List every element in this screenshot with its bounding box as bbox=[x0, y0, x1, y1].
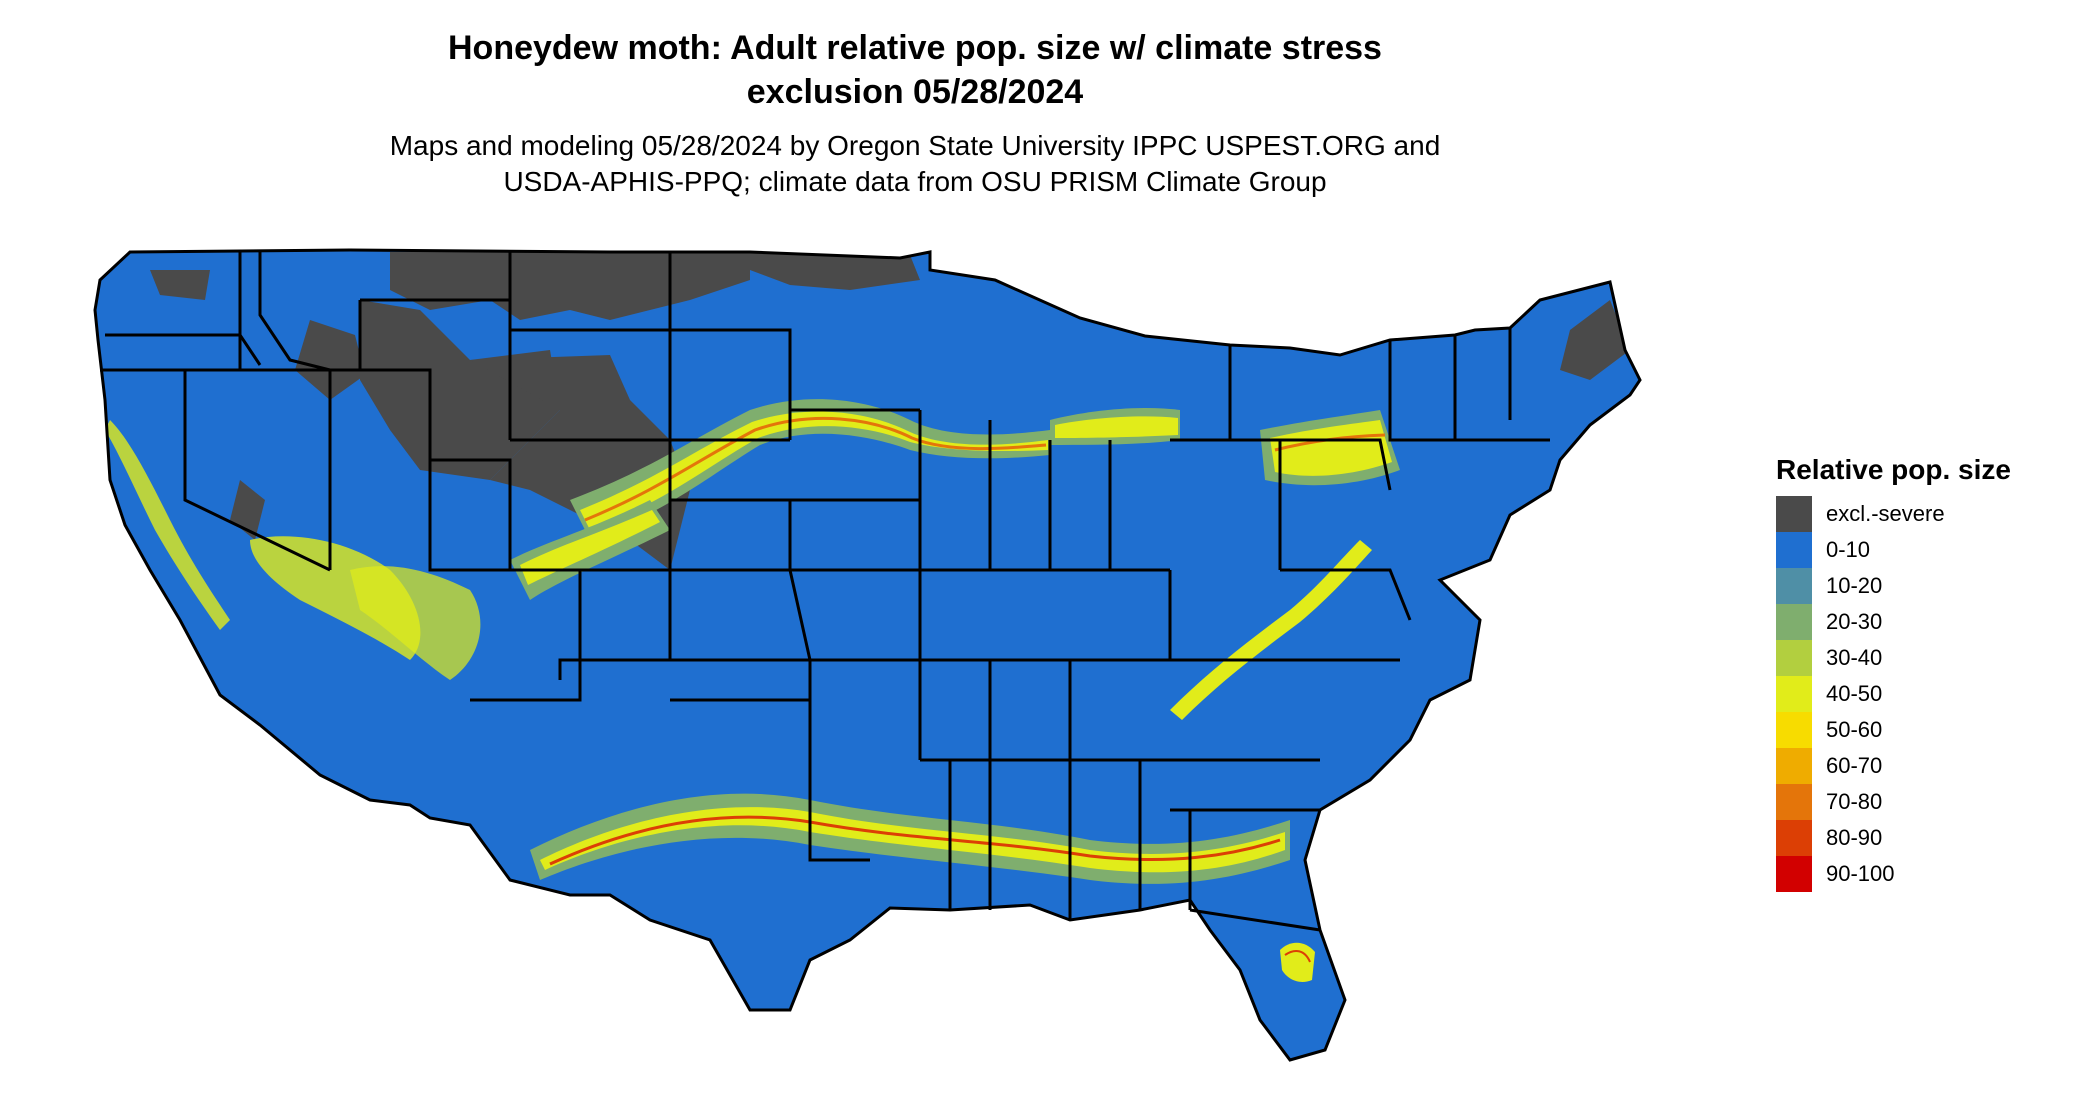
legend-label: 80-90 bbox=[1826, 825, 1883, 850]
legend-label: 60-70 bbox=[1826, 753, 1883, 778]
legend-item: 30-40 bbox=[1776, 640, 2076, 676]
legend-swatch bbox=[1776, 820, 1812, 856]
legend-swatch bbox=[1776, 784, 1812, 820]
legend-swatch bbox=[1776, 496, 1812, 532]
legend-swatch bbox=[1776, 712, 1812, 748]
legend-item: 90-100 bbox=[1776, 856, 2076, 892]
legend-swatch bbox=[1776, 748, 1812, 784]
legend-swatch bbox=[1776, 604, 1812, 640]
western-patches bbox=[105, 420, 1020, 975]
legend-label: excl.-severe bbox=[1826, 501, 1945, 526]
us-map-svg bbox=[93, 248, 1642, 1062]
appalachian-band bbox=[1170, 540, 1372, 720]
us-map bbox=[90, 240, 1750, 1120]
legend-label: 70-80 bbox=[1826, 789, 1883, 814]
legend-swatch bbox=[1776, 640, 1812, 676]
legend-item: 80-90 bbox=[1776, 820, 2076, 856]
plains-band bbox=[510, 500, 670, 600]
legend-title: Relative pop. size bbox=[1776, 454, 2011, 485]
legend-item: 20-30 bbox=[1776, 604, 2076, 640]
legend-label: 0-10 bbox=[1826, 537, 1871, 562]
legend-swatch bbox=[1776, 676, 1812, 712]
legend-item: 10-20 bbox=[1776, 568, 2076, 604]
great-lakes-band bbox=[1050, 408, 1400, 486]
state-borders bbox=[93, 248, 1642, 1062]
map-title-line-1: Honeydew moth: Adult relative pop. size … bbox=[448, 29, 1382, 67]
legend-label: 40-50 bbox=[1826, 681, 1883, 706]
legend-swatch bbox=[1776, 856, 1812, 892]
legend-label: 30-40 bbox=[1826, 645, 1883, 670]
florida-patch bbox=[1280, 942, 1315, 982]
legend-swatch bbox=[1776, 568, 1812, 604]
legend-label: 90-100 bbox=[1826, 861, 1895, 886]
southern-band bbox=[530, 793, 1290, 884]
legend: Relative pop. size excl.-severe 0-10 10-20… bbox=[1776, 452, 2076, 892]
legend-item: 50-60 bbox=[1776, 712, 2076, 748]
map-title-line-2: exclusion 05/28/2024 bbox=[746, 73, 1084, 111]
legend-item: 40-50 bbox=[1776, 676, 2076, 712]
legend-item: 60-70 bbox=[1776, 748, 2076, 784]
legend-item: 70-80 bbox=[1776, 784, 2076, 820]
legend-label: 10-20 bbox=[1826, 573, 1883, 598]
legend-item: excl.-severe bbox=[1776, 496, 2076, 532]
legend-label: 20-30 bbox=[1826, 609, 1883, 634]
legend-item: 0-10 bbox=[1776, 532, 2076, 568]
legend-items: excl.-severe 0-10 10-20 20-30 30-40 40-50 50-6… bbox=[1776, 496, 2076, 892]
legend-label: 50-60 bbox=[1826, 717, 1883, 742]
legend-swatch bbox=[1776, 532, 1812, 568]
map-subtitle-line-1: Maps and modeling 05/28/2024 by Oregon S… bbox=[389, 130, 1441, 161]
map-subtitle-line-2: USDA-APHIS-PPQ; climate data from OSU PR… bbox=[503, 166, 1327, 197]
